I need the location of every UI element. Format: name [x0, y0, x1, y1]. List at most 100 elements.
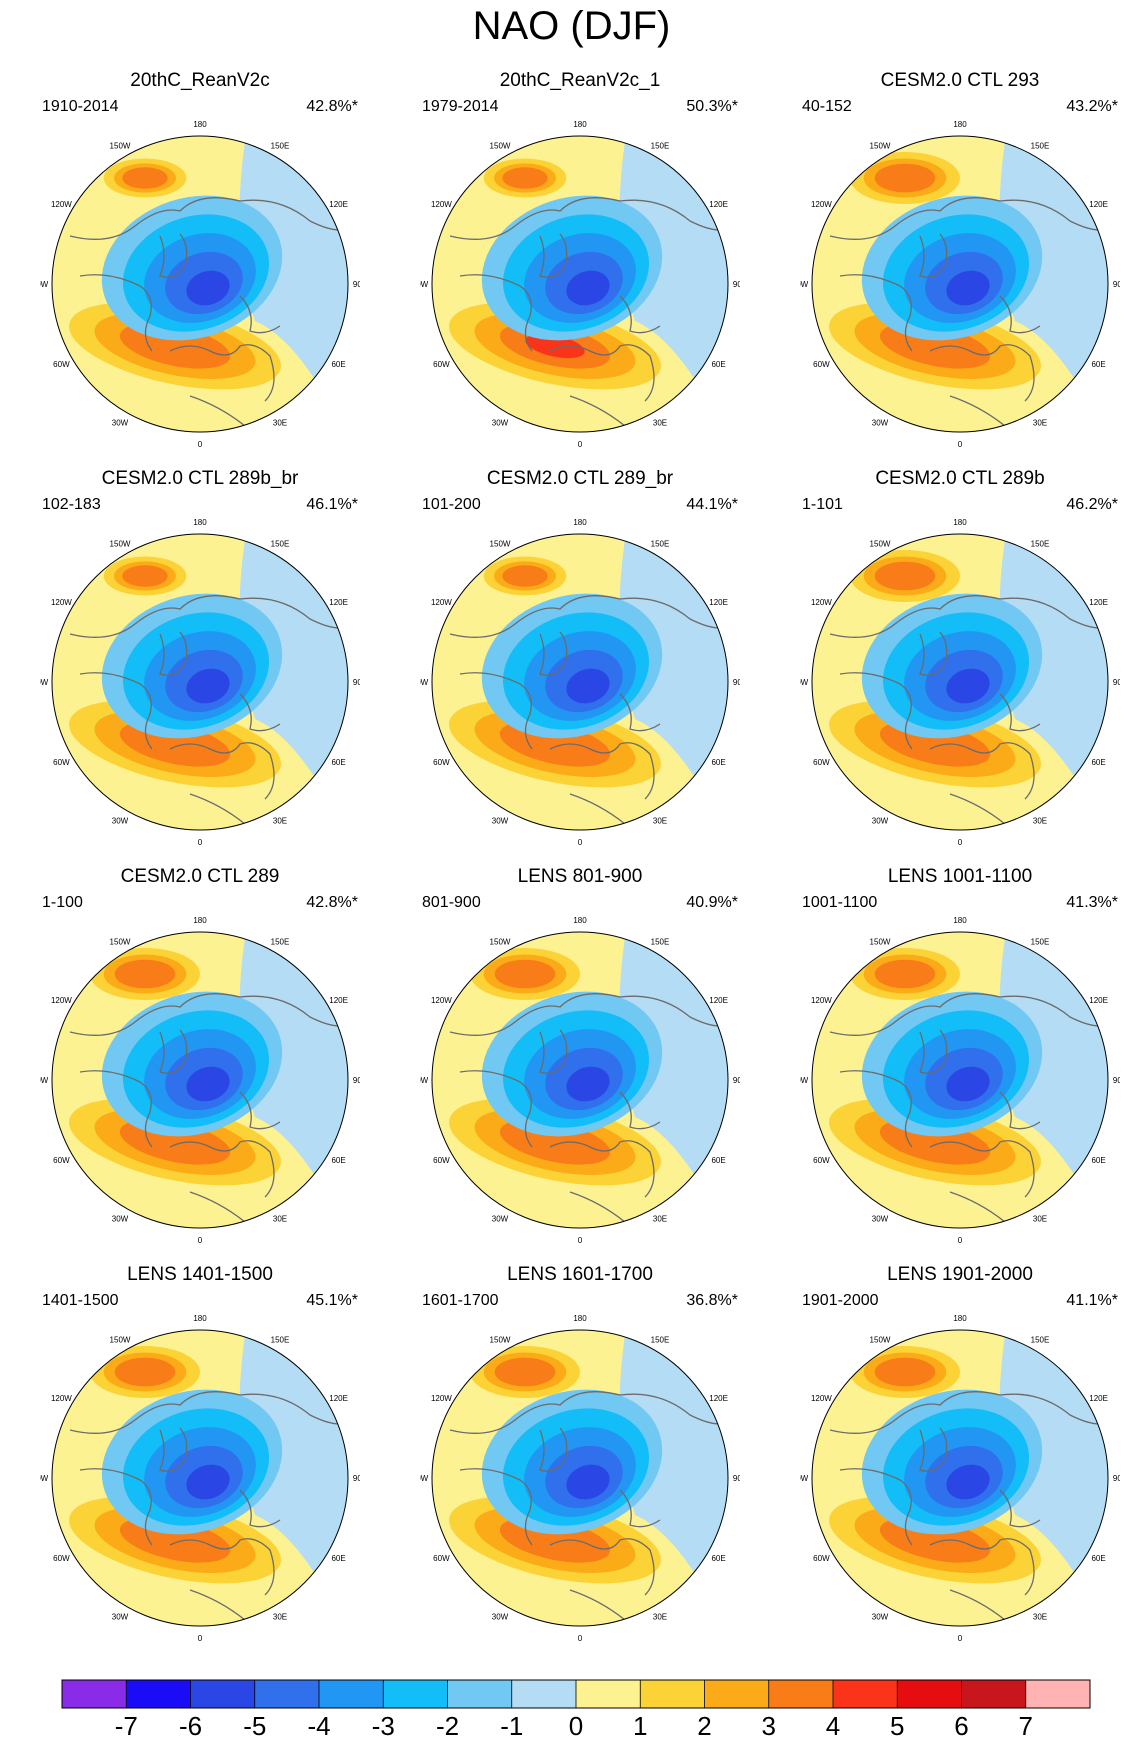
contour-field	[52, 534, 348, 830]
lon-label: 60E	[711, 1156, 725, 1165]
lon-label: 90E	[733, 280, 740, 289]
colorbar-swatch	[576, 1680, 641, 1708]
panel-variance: 43.2%*	[1066, 98, 1118, 115]
map-panel: LENS 1601-1700 1601-1700 36.8%* 180 150E 120E…	[400, 1264, 760, 1662]
lon-label: 60W	[433, 758, 450, 767]
lon-label: 60W	[813, 360, 830, 369]
lon-label: 90W	[800, 280, 809, 289]
colorbar-swatch	[833, 1680, 898, 1708]
colorbar-label: -5	[243, 1711, 266, 1738]
panel-period: 1001-1100	[802, 894, 878, 911]
colorbar-label: 6	[954, 1711, 968, 1738]
colorbar-label: 7	[1019, 1711, 1033, 1738]
lon-label: 60E	[1091, 360, 1105, 369]
lon-label: 120E	[1089, 200, 1108, 209]
lon-label: 30E	[1033, 1215, 1047, 1224]
map-panel: LENS 801-900 801-900 40.9%* 180 150E 120E 90E 6…	[400, 866, 760, 1264]
lon-label: 150W	[870, 1335, 891, 1344]
lon-label: 90E	[353, 280, 360, 289]
lon-label: 60E	[711, 758, 725, 767]
lon-label: 60E	[711, 1554, 725, 1563]
lon-label: 120E	[329, 996, 348, 1005]
lon-label: 30W	[872, 419, 889, 428]
lon-label: 30W	[112, 1215, 129, 1224]
panel-period: 1979-2014	[422, 98, 499, 115]
lon-label: 180	[193, 916, 207, 925]
colorbar-label: 2	[697, 1711, 711, 1738]
contour-field	[52, 136, 348, 432]
map-panel: 20thC_ReanV2c_1 1979-2014 50.3%* 180 150E 120…	[400, 70, 760, 468]
lon-label: 180	[953, 1314, 967, 1323]
polar-map: 180 150E 120E 90E 60E 30E 0 30W 60W 90W 120W 150W	[40, 1314, 360, 1643]
lon-label: 60E	[1091, 1554, 1105, 1563]
colorbar-swatch	[704, 1680, 770, 1708]
panel-variance: 36.8%*	[686, 1292, 738, 1309]
polar-map: 180 150E 120E 90E 60E 30E 0 30W 60W 90W 120W 150W	[40, 518, 360, 847]
lon-label: 150E	[1031, 539, 1050, 548]
map-panel: CESM2.0 CTL 289_br 101-200 44.1%* 180 150E 12…	[400, 468, 760, 866]
panel-title: CESM2.0 CTL 289b	[875, 468, 1045, 489]
contour-field	[432, 534, 728, 830]
lon-label: 150W	[110, 1335, 131, 1344]
panel-title: 20thC_ReanV2c_1	[499, 70, 661, 91]
colorbar-label: -1	[500, 1711, 523, 1738]
lon-label: 0	[198, 440, 203, 449]
lon-label: 180	[953, 518, 967, 527]
coastlines	[69, 1391, 348, 1621]
lon-label: 30E	[653, 1215, 667, 1224]
polar-map: 180 150E 120E 90E 60E 30E 0 30W 60W 90W 120W 150W	[800, 120, 1120, 449]
colorbar-label: 3	[762, 1711, 776, 1738]
lon-label: 90E	[733, 1474, 740, 1483]
lon-label: 30E	[273, 419, 287, 428]
colorbar-label: -2	[436, 1711, 459, 1738]
colorbar-label: -3	[372, 1711, 395, 1738]
lon-label: 60W	[53, 1156, 70, 1165]
lon-label: 90E	[1113, 1076, 1120, 1085]
lon-label: 60E	[331, 758, 345, 767]
lon-label: 180	[573, 1314, 587, 1323]
lon-label: 60W	[813, 1156, 830, 1165]
contour-field	[812, 534, 1108, 830]
colorbar-swatch	[961, 1680, 1027, 1708]
contour-field	[812, 1330, 1108, 1626]
panel-period: 1401-1500	[42, 1292, 119, 1309]
panel-title: CESM2.0 CTL 293	[880, 70, 1040, 91]
panel-variance: 41.3%*	[1066, 894, 1118, 911]
contour-field	[432, 932, 728, 1228]
lon-label: 30W	[872, 1613, 889, 1622]
lon-label: 120E	[1089, 996, 1108, 1005]
panel-variance: 41.1%*	[1066, 1292, 1118, 1309]
lon-label: 30E	[653, 1613, 667, 1622]
lon-label: 90W	[420, 280, 429, 289]
lon-label: 0	[198, 1634, 203, 1643]
lon-label: 120E	[329, 598, 348, 607]
lon-label: 120W	[811, 1394, 832, 1403]
lon-label: 60W	[53, 758, 70, 767]
lon-label: 0	[958, 1634, 963, 1643]
polar-map: 180 150E 120E 90E 60E 30E 0 30W 60W 90W 120W 150W	[420, 120, 740, 449]
panel-variance: 46.1%*	[306, 496, 358, 513]
lon-label: 60W	[813, 758, 830, 767]
polar-map: 180 150E 120E 90E 60E 30E 0 30W 60W 90W 120W 150W	[420, 916, 740, 1245]
lon-label: 30E	[1033, 419, 1047, 428]
polar-map: 180 150E 120E 90E 60E 30E 0 30W 60W 90W 120W 150W	[800, 518, 1120, 847]
panel-title: CESM2.0 CTL 289	[120, 866, 280, 887]
lon-label: 30E	[273, 817, 287, 826]
coastlines	[69, 595, 348, 825]
lon-label: 60E	[331, 1554, 345, 1563]
lon-label: 30W	[872, 1215, 889, 1224]
lon-label: 180	[573, 518, 587, 527]
lon-label: 30W	[492, 419, 509, 428]
colorbar-label: 5	[890, 1711, 904, 1738]
contour-field	[812, 136, 1108, 432]
lon-label: 60W	[813, 1554, 830, 1563]
panel-title: LENS 1601-1700	[507, 1264, 653, 1285]
panel-period: 101-200	[422, 496, 481, 513]
colorbar-swatch	[447, 1680, 513, 1708]
lon-label: 120W	[811, 996, 832, 1005]
lon-label: 30W	[872, 817, 889, 826]
lon-label: 90W	[800, 1474, 809, 1483]
colorbar-label: 4	[826, 1711, 840, 1738]
panel-title: CESM2.0 CTL 289_br	[486, 468, 674, 489]
lon-label: 30W	[492, 1215, 509, 1224]
